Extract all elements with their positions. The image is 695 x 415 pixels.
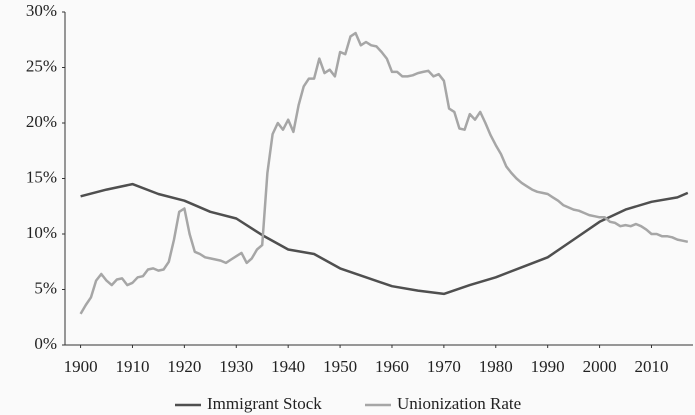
y-tick-label: 20%: [26, 112, 57, 131]
x-tick-label: 1900: [64, 357, 98, 376]
y-tick-label: 5%: [34, 278, 57, 297]
legend-label: Immigrant Stock: [207, 394, 322, 413]
x-tick-label: 1950: [323, 357, 357, 376]
x-tick-label: 1940: [271, 357, 305, 376]
x-tick-label: 1910: [115, 357, 149, 376]
y-tick-label: 10%: [26, 223, 57, 242]
y-tick-label: 15%: [26, 167, 57, 186]
y-tick-label: 0%: [34, 334, 57, 353]
x-tick-label: 2010: [634, 357, 668, 376]
x-tick-label: 1930: [219, 357, 253, 376]
y-tick-label: 30%: [26, 1, 57, 20]
x-tick-label: 1920: [167, 357, 201, 376]
y-tick-label: 25%: [26, 56, 57, 75]
x-tick-label: 1980: [479, 357, 513, 376]
x-tick-label: 1970: [427, 357, 461, 376]
x-tick-label: 2000: [583, 357, 617, 376]
series-line: [79, 31, 689, 315]
x-tick-label: 1960: [375, 357, 409, 376]
legend-label: Unionization Rate: [397, 394, 521, 413]
series-line: [80, 182, 689, 296]
x-tick-label: 1990: [531, 357, 565, 376]
